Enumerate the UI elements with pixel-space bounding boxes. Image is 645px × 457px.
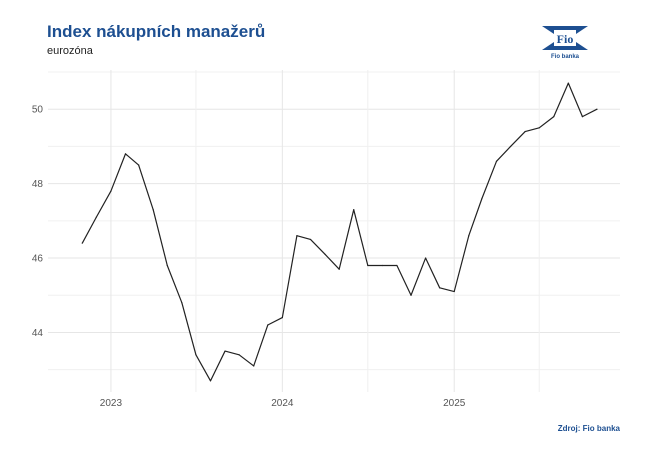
data-point xyxy=(166,264,168,267)
y-tick-label: 48 xyxy=(32,179,44,190)
fio-banka-logo: Fio Fio banka xyxy=(542,26,588,60)
data-point xyxy=(338,268,340,270)
data-point xyxy=(453,290,455,293)
data-point xyxy=(410,294,412,296)
data-point xyxy=(281,316,283,319)
data-point xyxy=(553,116,555,118)
data-point xyxy=(224,350,226,352)
chart-subtitle: eurozóna xyxy=(47,45,93,57)
source-note: Zdroj: Fio banka xyxy=(557,424,620,433)
data-point xyxy=(181,302,183,304)
data-point xyxy=(381,264,383,267)
data-point xyxy=(309,238,312,241)
x-tick-label: 2024 xyxy=(271,398,294,409)
data-point xyxy=(353,209,355,211)
data-point xyxy=(495,160,498,162)
data-point xyxy=(253,365,255,367)
data-point xyxy=(324,253,326,255)
data-point xyxy=(267,324,269,326)
data-point xyxy=(110,190,112,192)
logo-text: Fio xyxy=(557,32,574,46)
data-point xyxy=(538,127,540,129)
data-point xyxy=(424,257,427,259)
data-point xyxy=(468,235,470,237)
x-tick-label: 2023 xyxy=(100,398,123,409)
y-tick-label: 46 xyxy=(32,254,44,265)
data-point xyxy=(195,354,197,356)
y-tick-label: 44 xyxy=(32,328,44,339)
data-point xyxy=(152,209,154,211)
data-point xyxy=(567,82,569,84)
data-point xyxy=(238,354,240,356)
data-point xyxy=(124,153,127,155)
data-point xyxy=(581,116,584,118)
series-line xyxy=(81,82,598,382)
data-point xyxy=(596,108,598,110)
data-point xyxy=(439,287,441,289)
chart-title: Index nákupních manažerů xyxy=(47,22,266,41)
data-point xyxy=(396,264,398,267)
x-tick-label: 2025 xyxy=(443,398,466,409)
data-point xyxy=(209,380,212,382)
y-tick-label: 50 xyxy=(32,105,44,116)
data-point xyxy=(95,216,97,218)
data-point xyxy=(367,264,369,267)
axis-ticks: 44 46 48 50 2023 2024 2025 xyxy=(32,105,466,409)
data-point xyxy=(138,164,140,166)
logo-box xyxy=(554,30,576,46)
logo-caption: Fio banka xyxy=(551,54,580,60)
data-point xyxy=(296,235,298,237)
data-point xyxy=(524,130,526,133)
data-point xyxy=(481,197,483,200)
pmi-line xyxy=(81,82,598,382)
grid xyxy=(48,70,620,392)
data-point xyxy=(81,242,83,244)
data-point xyxy=(509,145,512,148)
